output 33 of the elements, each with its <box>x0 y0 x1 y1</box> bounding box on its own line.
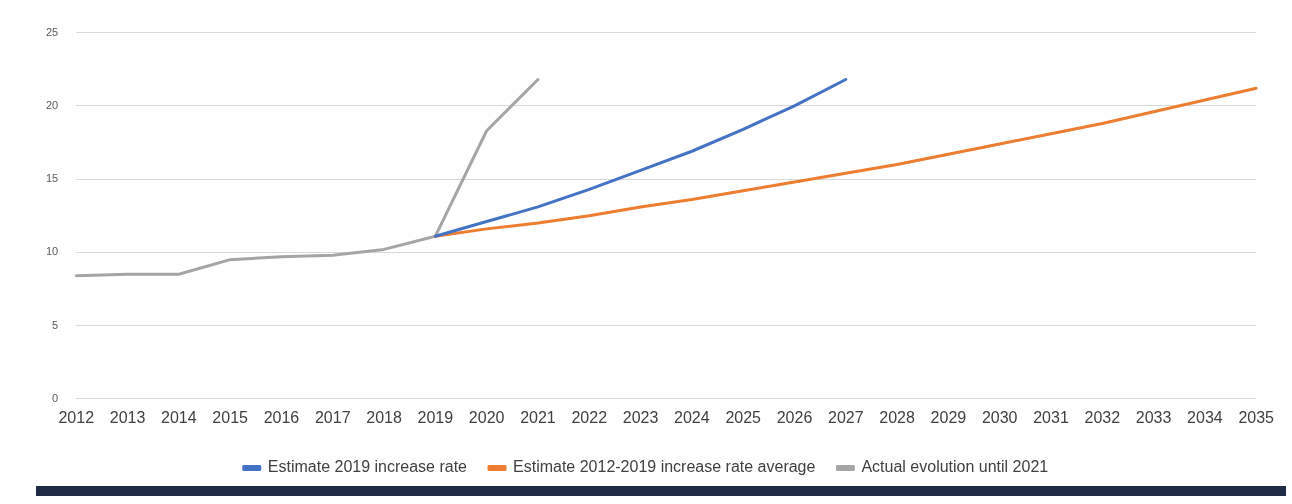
x-tick-label: 2012 <box>58 408 95 426</box>
x-tick-label: 2034 <box>1187 408 1223 426</box>
x-tick-label: 2023 <box>622 408 659 426</box>
x-tick-label: 2026 <box>776 408 813 426</box>
x-tick-label: 2019 <box>417 408 454 426</box>
y-tick-label: 20 <box>45 98 59 111</box>
x-tick-label: 2013 <box>109 408 146 426</box>
x-tick-label: 2027 <box>827 408 864 426</box>
y-tick-label: 5 <box>52 318 59 331</box>
x-tick-label: 2028 <box>879 408 915 426</box>
x-tick-label: 2014 <box>161 408 197 426</box>
y-tick-label: 10 <box>45 245 59 258</box>
x-tick-label: 2029 <box>930 408 967 426</box>
x-tick-label: 2018 <box>366 408 402 426</box>
y-tick-label: 15 <box>45 172 59 185</box>
x-tick-label: 2024 <box>674 408 710 426</box>
legend-label: Actual evolution until 2021 <box>861 458 1049 476</box>
y-tick-label: 25 <box>45 25 59 38</box>
x-tick-label: 2025 <box>725 408 762 426</box>
x-tick-label: 2016 <box>263 408 300 426</box>
x-tick-label: 2033 <box>1135 408 1172 426</box>
x-tick-label: 2030 <box>981 408 1018 426</box>
legend-label: Estimate 2012-2019 increase rate average <box>513 458 816 476</box>
x-tick-label: 2032 <box>1084 408 1121 426</box>
legend-label: Estimate 2019 increase rate <box>267 458 468 476</box>
x-tick-label: 2017 <box>314 408 351 426</box>
x-tick-label: 2022 <box>571 408 608 426</box>
x-tick-label: 2031 <box>1033 408 1069 426</box>
x-tick-label: 2021 <box>520 408 556 426</box>
x-tick-label: 2020 <box>468 408 505 426</box>
x-tick-label: 2015 <box>212 408 249 426</box>
x-tick-label: 2035 <box>1238 408 1275 426</box>
y-tick-label: 0 <box>52 391 59 404</box>
